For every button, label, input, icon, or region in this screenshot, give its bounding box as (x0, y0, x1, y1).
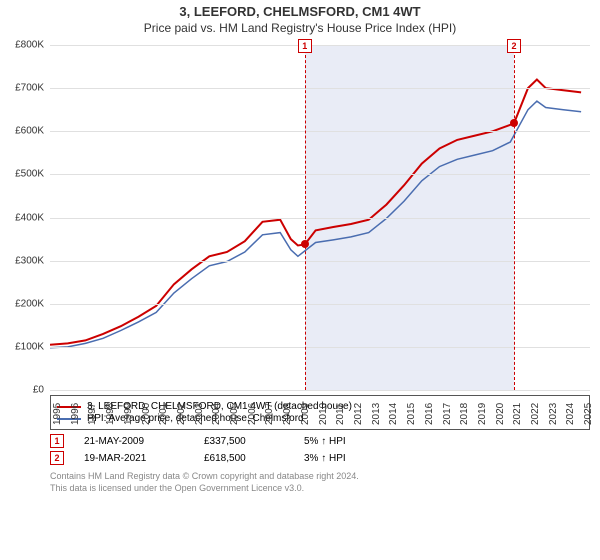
x-tick-label: 2001 (158, 403, 169, 425)
y-axis: £0£100K£200K£300K£400K£500K£600K£700K£80… (2, 45, 46, 390)
grid-line (50, 261, 590, 262)
x-tick-label: 2005 (229, 403, 240, 425)
y-tick-label: £400K (15, 212, 44, 223)
chart-header: 3, LEEFORD, CHELMSFORD, CM1 4WT Price pa… (0, 0, 600, 37)
x-tick-label: 2015 (406, 403, 417, 425)
marker-dot (510, 119, 518, 127)
sales-row-marker: 1 (50, 434, 64, 448)
x-tick-label: 2018 (459, 403, 470, 425)
sales-row: 2 19-MAR-2021£618,5003% ↑ HPI (50, 451, 590, 465)
x-tick-label: 2016 (424, 403, 435, 425)
x-tick-label: 2023 (548, 403, 559, 425)
marker-dot (301, 240, 309, 248)
footnote-line1: Contains HM Land Registry data © Crown c… (50, 471, 590, 483)
marker-line (305, 45, 306, 390)
chart-subtitle: Price paid vs. HM Land Registry's House … (0, 21, 600, 35)
y-tick-label: £300K (15, 255, 44, 266)
y-tick-label: £600K (15, 126, 44, 137)
y-tick-label: £500K (15, 169, 44, 180)
x-tick-label: 2004 (211, 403, 222, 425)
footnote-line2: This data is licensed under the Open Gov… (50, 483, 590, 495)
sales-row: 1 21-MAY-2009£337,5005% ↑ HPI (50, 434, 590, 448)
chart-title: 3, LEEFORD, CHELMSFORD, CM1 4WT (0, 4, 600, 19)
grid-line (50, 218, 590, 219)
x-tick-label: 2022 (530, 403, 541, 425)
x-tick-label: 1995 (52, 403, 63, 425)
sales-row-pct: 3% ↑ HPI (304, 453, 384, 464)
x-tick-label: 2024 (565, 403, 576, 425)
grid-line (50, 131, 590, 132)
marker-line (514, 45, 515, 390)
x-tick-label: 1998 (105, 403, 116, 425)
x-tick-label: 2003 (194, 403, 205, 425)
sales-row-date: 21-MAY-2009 (84, 436, 204, 447)
sales-row-price: £337,500 (204, 436, 304, 447)
y-tick-label: £0 (33, 385, 44, 396)
marker-label: 1 (298, 39, 312, 53)
y-tick-label: £800K (15, 40, 44, 51)
x-tick-label: 2006 (247, 403, 258, 425)
x-tick-label: 1997 (87, 403, 98, 425)
x-tick-label: 2014 (388, 403, 399, 425)
x-tick-label: 2013 (371, 403, 382, 425)
x-tick-label: 2009 (300, 403, 311, 425)
grid-line (50, 174, 590, 175)
x-axis: 1995 1996 1997 1998 1999 2000 2001 2002 2003 2004… (50, 393, 590, 433)
x-tick-label: 2020 (495, 403, 506, 425)
x-tick-label: 2010 (318, 403, 329, 425)
x-tick-label: 2008 (282, 403, 293, 425)
x-tick-label: 2000 (141, 403, 152, 425)
x-tick-label: 1999 (123, 403, 134, 425)
sales-row-pct: 5% ↑ HPI (304, 436, 384, 447)
sales-table: 1 21-MAY-2009£337,5005% ↑ HPI 2 19-MAR-2021… (50, 434, 590, 465)
grid-line (50, 304, 590, 305)
sales-row-marker: 2 (50, 451, 64, 465)
x-tick-label: 2011 (335, 403, 346, 425)
grid-line (50, 347, 590, 348)
footnote: Contains HM Land Registry data © Crown c… (50, 471, 590, 494)
x-tick-label: 2007 (264, 403, 275, 425)
x-tick-label: 2019 (477, 403, 488, 425)
x-tick-label: 1996 (70, 403, 81, 425)
sales-row-price: £618,500 (204, 453, 304, 464)
x-tick-label: 2017 (442, 403, 453, 425)
x-tick-label: 2012 (353, 403, 364, 425)
marker-label: 2 (507, 39, 521, 53)
x-tick-label: 2002 (176, 403, 187, 425)
sales-row-date: 19-MAR-2021 (84, 453, 204, 464)
y-tick-label: £700K (15, 83, 44, 94)
grid-line (50, 390, 590, 391)
y-tick-label: £200K (15, 298, 44, 309)
y-tick-label: £100K (15, 341, 44, 352)
x-tick-label: 2021 (512, 403, 523, 425)
grid-line (50, 88, 590, 89)
chart-area: £0£100K£200K£300K£400K£500K£600K£700K£80… (50, 45, 590, 391)
plot-region: 12 (50, 45, 590, 390)
series-property (50, 80, 581, 345)
series-hpi (50, 101, 581, 348)
x-tick-label: 2025 (583, 403, 594, 425)
